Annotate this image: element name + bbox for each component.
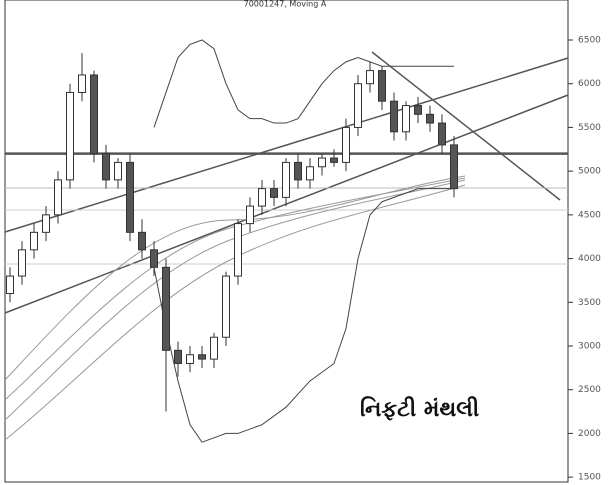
candle-body	[186, 354, 194, 364]
candle-body	[354, 83, 362, 128]
candle-body	[294, 161, 302, 181]
candle-body	[30, 231, 38, 251]
candle-body	[390, 100, 398, 133]
candle-body	[318, 157, 326, 168]
y-tick-label: 6500	[578, 35, 601, 45]
y-tick-label: 3500	[578, 298, 601, 308]
candle-body	[438, 122, 446, 146]
y-tick-label: 2500	[578, 385, 601, 395]
y-tick-label: 1500	[578, 473, 601, 483]
candle-body	[114, 161, 122, 181]
candle-body	[198, 354, 206, 360]
candle-body	[126, 161, 134, 233]
candle-body	[162, 266, 170, 351]
candle-body	[282, 161, 290, 198]
trend-line	[371, 51, 561, 201]
candle-body	[222, 275, 230, 338]
candle-body	[306, 166, 314, 181]
candle-body	[90, 74, 98, 155]
y-tick-label: 4500	[578, 210, 601, 220]
candle-body	[102, 153, 110, 181]
y-tick-label: 3000	[578, 341, 601, 351]
y-tick-label: 5000	[578, 167, 601, 177]
moving-average	[4, 184, 466, 441]
y-tick-label: 4000	[578, 254, 601, 264]
candle-body	[378, 70, 386, 102]
chart-title: 70001247, Moving A	[244, 0, 327, 9]
candle-body	[18, 249, 26, 277]
candle-body	[270, 188, 278, 198]
moving-average	[4, 179, 466, 421]
candle-body	[138, 231, 146, 251]
y-tick-label: 6000	[578, 79, 601, 89]
candle-body	[234, 223, 242, 277]
y-tick-label: 2000	[578, 429, 601, 439]
band-line	[153, 39, 454, 128]
candle-body	[150, 249, 158, 268]
candle-body	[342, 126, 350, 163]
candle-body	[366, 70, 374, 85]
trend-line	[4, 57, 569, 233]
moving-average	[4, 175, 466, 381]
candle-body	[330, 157, 338, 163]
candle-body	[258, 188, 266, 207]
candle-body	[426, 113, 434, 124]
candle-body	[450, 144, 458, 190]
plot-frame	[4, 0, 569, 483]
candle-body	[42, 214, 50, 233]
candle-body	[66, 91, 74, 181]
candle-body	[174, 349, 182, 364]
candle-body	[78, 74, 86, 93]
y-tick-label: 5500	[578, 123, 601, 133]
candle-body	[210, 336, 218, 360]
band-line	[153, 188, 454, 443]
candle-body	[414, 105, 422, 115]
annotation: નિફટી મંથલી	[360, 396, 479, 422]
candle-body	[6, 275, 14, 295]
candle-body	[402, 105, 410, 133]
candle-body	[246, 205, 254, 225]
candle-body	[54, 179, 62, 216]
